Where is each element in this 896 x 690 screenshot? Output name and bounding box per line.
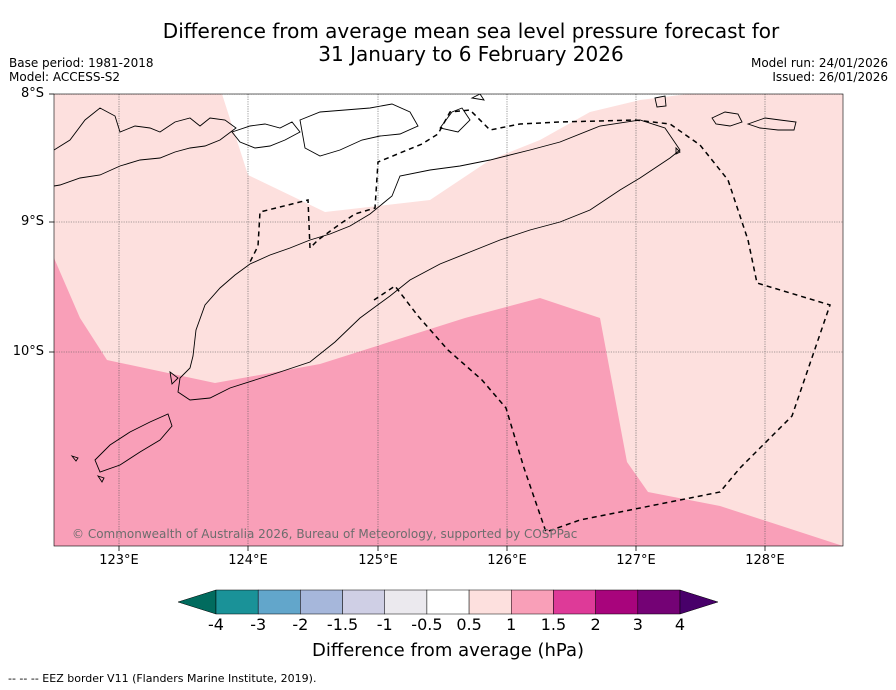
timor-island-outline: [177, 119, 681, 401]
colorbar-tick-label: -1: [376, 615, 393, 634]
colorbar-bin: [511, 589, 554, 615]
colorbar-high-extend: [679, 589, 719, 615]
colorbar-tick-label: 1.5: [540, 615, 567, 634]
lon-label-126e: 126°E: [487, 553, 527, 568]
colorbar-tick-label: 2: [590, 615, 601, 634]
coastlines: [54, 94, 797, 483]
model-run: Model run: 24/01/2026: [750, 56, 888, 70]
map-frame: [53, 93, 844, 547]
colorbar-tick-label: 4: [674, 615, 686, 634]
small-island-outline: [439, 107, 471, 133]
copyright-text: © Commonwealth of Australia 2026, Bureau…: [72, 527, 577, 541]
small-island-outline: [70, 455, 79, 462]
small-island-outline: [96, 475, 105, 483]
lon-label-124e: 124°E: [228, 553, 268, 568]
map-area: [54, 94, 843, 546]
lon-label-125e: 125°E: [358, 553, 398, 568]
colorbar-tick-label: -0.5: [411, 615, 443, 634]
colorbar-tick-label: -3: [250, 615, 267, 634]
anomaly-1-1.5-region: [54, 258, 843, 546]
small-island-outline: [746, 117, 797, 131]
small-island-outline: [654, 95, 667, 108]
meta-right: Model run: 24/01/2026 Issued: 26/01/2026: [751, 56, 888, 84]
axis-ticks: [49, 93, 766, 551]
colorbar-tick-label: -2: [292, 615, 309, 634]
flores-island-outline: [54, 107, 237, 187]
footer-note: -- -- -- EEZ border V11 (Flanders Marine…: [8, 672, 317, 685]
colorbar-tick-label: 3: [632, 615, 643, 634]
chart-title: Difference from average mean sea level p…: [0, 20, 896, 66]
colorbar-bin: [426, 589, 470, 615]
colorbar-low-extend: [177, 589, 217, 615]
issued-date: Issued: 26/01/2026: [772, 70, 888, 84]
lat-label-9s: 9°S: [20, 214, 44, 229]
lat-label-10s: 10°S: [12, 344, 44, 359]
lat-label-8s: 8°S: [20, 86, 44, 101]
colorbar-tick-label: 0.5: [456, 615, 482, 634]
lon-label-128e: 128°E: [745, 553, 785, 568]
colorbar-bin: [300, 589, 343, 615]
rote-island-outline: [94, 413, 173, 473]
colorbar-bin: [595, 589, 639, 615]
anomaly-near-normal-region: [222, 94, 688, 212]
lon-label-127e: 127°E: [616, 553, 656, 568]
colorbar-tick-label: -4: [208, 615, 224, 634]
colorbar-bin: [637, 589, 681, 615]
colorbar-label: Difference from average (hPa): [311, 640, 585, 661]
small-island-outline: [470, 94, 485, 101]
eez-border: [249, 109, 831, 533]
colorbar-bin: [342, 589, 385, 615]
small-island-outline: [711, 111, 743, 127]
title-line-2: 31 January to 6 February 2026: [318, 42, 624, 66]
colorbar-bin: [215, 589, 259, 615]
colorbar-bin: [384, 589, 428, 615]
model-name: Model: ACCESS-S2: [9, 70, 121, 84]
colorbar-tick-label: 1: [506, 615, 517, 634]
colorbar: [177, 589, 719, 615]
colorbar-bin: [468, 589, 512, 615]
wetar-island-outline: [299, 103, 419, 157]
colorbar-bin: [257, 589, 301, 615]
alor-island-outline: [231, 121, 301, 149]
small-island-outline: [169, 370, 179, 385]
title-line-1: Difference from average mean sea level p…: [162, 19, 780, 43]
base-period: Base period: 1981-2018: [9, 56, 154, 70]
meta-left: Base period: 1981-2018 Model: ACCESS-S2: [9, 56, 154, 84]
colorbar-bin: [553, 589, 596, 615]
small-island-outline: [675, 146, 681, 155]
colorbar-tick-label: -1.5: [326, 615, 359, 634]
lon-label-123e: 123°E: [99, 553, 139, 568]
